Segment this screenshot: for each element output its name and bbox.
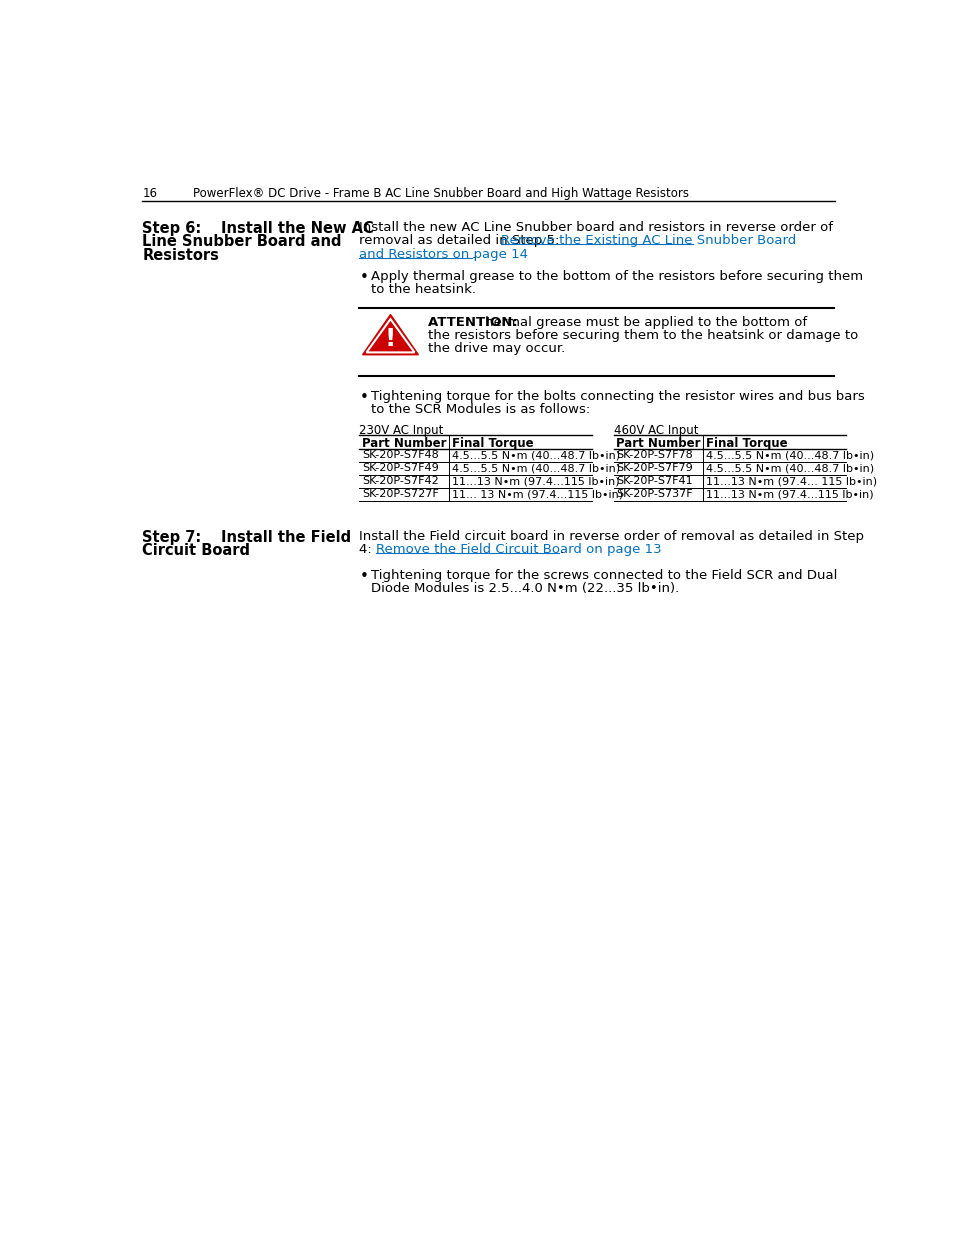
Text: 4:: 4:: [359, 543, 376, 556]
Text: removal as detailed in Step 5:: removal as detailed in Step 5:: [359, 235, 563, 247]
Text: •: •: [359, 270, 368, 285]
Polygon shape: [362, 315, 418, 354]
Text: .: .: [472, 247, 476, 261]
Text: Apply thermal grease to the bottom of the resistors before securing them: Apply thermal grease to the bottom of th…: [371, 270, 862, 283]
Text: Circuit Board: Circuit Board: [142, 543, 251, 558]
Text: SK-20P-S737F: SK-20P-S737F: [616, 489, 692, 499]
Text: SK-20P-S7F41: SK-20P-S7F41: [616, 477, 692, 487]
Text: ATTENTION:: ATTENTION:: [427, 316, 521, 329]
Text: SK-20P-S7F78: SK-20P-S7F78: [616, 450, 692, 461]
Text: 4.5...5.5 N•m (40...48.7 lb•in): 4.5...5.5 N•m (40...48.7 lb•in): [452, 463, 619, 473]
Text: •: •: [359, 390, 368, 405]
Text: Thermal grease must be applied to the bottom of: Thermal grease must be applied to the bo…: [476, 316, 806, 329]
Text: Tightening torque for the bolts connecting the resistor wires and bus bars: Tightening torque for the bolts connecti…: [371, 390, 864, 403]
Text: the drive may occur.: the drive may occur.: [427, 342, 564, 356]
Text: !: !: [384, 327, 395, 351]
Text: Resistors: Resistors: [142, 247, 219, 263]
Text: Step 6:  Install the New AC: Step 6: Install the New AC: [142, 221, 374, 236]
Text: Install the Field circuit board in reverse order of removal as detailed in Step: Install the Field circuit board in rever…: [359, 530, 863, 543]
Polygon shape: [366, 319, 415, 352]
Text: Final Torque: Final Torque: [452, 437, 533, 450]
Text: SK-20P-S7F48: SK-20P-S7F48: [361, 450, 438, 461]
Text: Part Number: Part Number: [361, 437, 446, 450]
Text: 230V AC Input: 230V AC Input: [359, 424, 443, 437]
Text: 4.5...5.5 N•m (40...48.7 lb•in): 4.5...5.5 N•m (40...48.7 lb•in): [452, 450, 619, 461]
Text: 11... 13 N•m (97.4...115 lb•in): 11... 13 N•m (97.4...115 lb•in): [452, 489, 622, 499]
Text: Part Number: Part Number: [616, 437, 700, 450]
Text: Line Snubber Board and: Line Snubber Board and: [142, 235, 341, 249]
Text: to the SCR Modules is as follows:: to the SCR Modules is as follows:: [371, 403, 590, 416]
Text: Final Torque: Final Torque: [705, 437, 787, 450]
Text: the resistors before securing them to the heatsink or damage to: the resistors before securing them to th…: [427, 330, 857, 342]
Text: Tightening torque for the screws connected to the Field SCR and Dual: Tightening torque for the screws connect…: [371, 568, 837, 582]
Text: SK-20P-S727F: SK-20P-S727F: [361, 489, 438, 499]
Text: Step 7:  Install the Field: Step 7: Install the Field: [142, 530, 352, 545]
Text: .: .: [558, 543, 563, 556]
Text: SK-20P-S7F42: SK-20P-S7F42: [361, 477, 438, 487]
Text: Remove the Existing AC Line Snubber Board: Remove the Existing AC Line Snubber Boar…: [500, 235, 795, 247]
Text: 4.5...5.5 N•m (40...48.7 lb•in): 4.5...5.5 N•m (40...48.7 lb•in): [705, 463, 873, 473]
Text: 11...13 N•m (97.4... 115 lb•in): 11...13 N•m (97.4... 115 lb•in): [705, 477, 876, 487]
Text: to the heatsink.: to the heatsink.: [371, 283, 476, 296]
Text: Install the new AC Line Snubber board and resistors in reverse order of: Install the new AC Line Snubber board an…: [359, 221, 833, 235]
Text: PowerFlex® DC Drive - Frame B AC Line Snubber Board and High Wattage Resistors: PowerFlex® DC Drive - Frame B AC Line Sn…: [193, 186, 688, 200]
Text: 4.5...5.5 N•m (40...48.7 lb•in): 4.5...5.5 N•m (40...48.7 lb•in): [705, 450, 873, 461]
Text: 11...13 N•m (97.4...115 lb•in): 11...13 N•m (97.4...115 lb•in): [452, 477, 618, 487]
Text: 460V AC Input: 460V AC Input: [613, 424, 698, 437]
Text: Diode Modules is 2.5...4.0 N•m (22...35 lb•in).: Diode Modules is 2.5...4.0 N•m (22...35 …: [371, 582, 679, 595]
Text: SK-20P-S7F49: SK-20P-S7F49: [361, 463, 438, 473]
Text: SK-20P-S7F79: SK-20P-S7F79: [616, 463, 692, 473]
Text: 16: 16: [142, 186, 157, 200]
Text: •: •: [359, 568, 368, 584]
Text: 11...13 N•m (97.4...115 lb•in): 11...13 N•m (97.4...115 lb•in): [705, 489, 873, 499]
Text: Remove the Field Circuit Board on page 13: Remove the Field Circuit Board on page 1…: [375, 543, 660, 556]
Text: and Resistors on page 14: and Resistors on page 14: [359, 247, 528, 261]
